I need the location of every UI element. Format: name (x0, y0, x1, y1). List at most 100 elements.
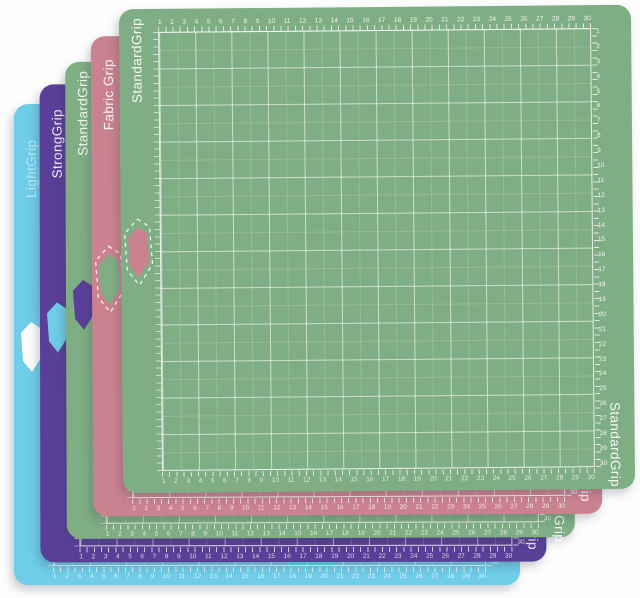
arrow-cutout (46, 302, 69, 353)
ruler-number: 1 (596, 28, 600, 36)
ruler-number: 22 (404, 529, 413, 537)
ruler-number: 16 (366, 476, 374, 484)
ruler-number: 5 (596, 87, 601, 95)
mat-grid (158, 28, 595, 471)
ruler-number: 1 (53, 573, 57, 580)
ruler-number: 21 (415, 503, 423, 511)
ruler-number: 3 (156, 504, 161, 512)
ruler-number: 20 (425, 16, 433, 24)
ruler-number: 9 (150, 573, 155, 580)
ruler-number: 2 (118, 530, 122, 538)
ruler-number: 5 (206, 18, 211, 26)
ruler-number: 2 (144, 505, 149, 513)
ruler-number: 22 (457, 16, 465, 24)
ruler-number: 8 (596, 132, 601, 140)
ruler-number: 24 (488, 15, 496, 24)
arrow-cutout-shape (21, 322, 42, 372)
ruler-number: 16 (598, 251, 606, 259)
ruler-number: 11 (283, 17, 291, 25)
ruler-number: 13 (209, 573, 218, 580)
ruler-number: 21 (362, 552, 370, 560)
ruler-number: 14 (251, 553, 260, 561)
ruler-number: 7 (235, 477, 239, 485)
ruler-number: 16 (283, 553, 291, 561)
ruler-number: 21 (389, 529, 397, 537)
ruler-number: 19 (413, 475, 421, 483)
ruler-number: 14 (597, 221, 606, 229)
ruler-number: 15 (597, 236, 606, 244)
ruler-number: 29 (571, 474, 580, 482)
ruler-number: 23 (394, 552, 402, 560)
ruler-number: 5 (128, 553, 132, 561)
ruler-number: 13 (288, 504, 297, 512)
standardgrip-back-mat: 1 2 3 4 5 6 7 8 9 10 11 12 13 14 15 16 17 18 19 20 21 22 23 24 2… (65, 60, 575, 542)
ruler-bottom-numbers: 1 2 3 4 5 6 7 8 9 10 11 12 13 14 15 16 17 18 19 20 21 22 23 24 2… (79, 553, 512, 561)
ruler-number: 26 (494, 503, 502, 511)
ruler-number: 6 (596, 102, 601, 110)
ruler-number: 28 (551, 15, 560, 23)
ruler-number: 15 (294, 530, 302, 538)
ruler-number: 16 (257, 573, 265, 580)
ruler-number: 19 (598, 296, 606, 304)
arrow-cutout-shape (94, 245, 125, 314)
ruler-number: 27 (457, 552, 465, 560)
ruler-number: 13 (318, 476, 327, 484)
ruler-bottom-ticks (79, 546, 513, 553)
ruler-bottom-numbers: 1 2 3 4 5 6 7 8 9 10 11 12 13 14 15 16 17 18 19 20 21 22 23 24 2… (132, 503, 565, 512)
ruler-number: 10 (215, 530, 223, 538)
ruler-number: 21 (445, 475, 453, 483)
fabricgrip-mat: 1 2 3 4 5 6 7 8 9 10 11 12 13 14 15 16 17 18 19 20 21 22 23 24 2… (90, 33, 603, 517)
ruler-number: 22 (352, 573, 360, 580)
ruler-number: 17 (299, 552, 307, 560)
ruler-number: 25 (425, 552, 434, 560)
ruler-number: 26 (468, 529, 476, 537)
ruler-number: 7 (596, 117, 601, 125)
ruler-number: 14 (334, 476, 342, 484)
mat-name-label-top: StandardGrip (75, 70, 91, 156)
ruler-number: 16 (310, 530, 318, 538)
ruler-number: 20 (373, 529, 381, 537)
ruler-bottom-ticks (53, 567, 486, 572)
ruler-number: 25 (399, 573, 407, 580)
mat-name-label-bottom: StandardGrip (607, 401, 624, 488)
ruler-number: 25 (504, 15, 512, 23)
ruler-number: 13 (236, 553, 244, 561)
ruler-number: 1 (161, 477, 166, 485)
ruler-number: 23 (447, 503, 455, 511)
ruler-number: 28 (446, 573, 455, 580)
ruler-number: 15 (320, 504, 328, 512)
ruler-number: 14 (304, 504, 313, 512)
ruler-number: 18 (368, 503, 376, 511)
ruler-number: 30 (478, 573, 486, 580)
ruler-number: 6 (193, 504, 197, 512)
ruler-number: 3 (596, 57, 601, 65)
ruler-number: 17 (382, 475, 390, 483)
ruler-number: 3 (130, 530, 134, 538)
ruler-number: 22 (461, 475, 469, 483)
ruler-number: 12 (273, 504, 281, 512)
stronggrip-mat: 1 2 3 4 5 6 7 8 9 10 11 12 13 14 15 16 17 18 19 20 21 22 23 24 2… (39, 83, 547, 563)
ruler-number: 27 (510, 503, 518, 511)
ruler-number: 4 (596, 72, 601, 80)
ruler-number: 3 (77, 573, 82, 580)
ruler-number: 24 (599, 370, 607, 378)
ruler-number: 30 (583, 15, 591, 23)
ruler-number: 25 (508, 474, 516, 482)
ruler-number: 8 (191, 530, 195, 538)
ruler-number: 26 (520, 15, 528, 23)
ruler-number: 18 (598, 281, 606, 289)
ruler-number: 18 (341, 529, 349, 537)
ruler-number: 6 (166, 530, 171, 538)
ruler-number: 20 (346, 552, 355, 560)
ruler-number: 5 (181, 504, 185, 512)
ruler-number: 12 (246, 530, 255, 538)
arrow-cutout-shape (123, 218, 154, 287)
ruler-number: 11 (178, 573, 186, 580)
ruler-number: 23 (472, 16, 481, 24)
ruler-number: 7 (179, 530, 183, 538)
ruler-number: 15 (350, 476, 358, 484)
ruler-number: 19 (304, 573, 312, 580)
ruler-number: 22 (378, 552, 386, 560)
ruler-number: 19 (357, 529, 365, 537)
ruler-number: 24 (436, 529, 444, 537)
